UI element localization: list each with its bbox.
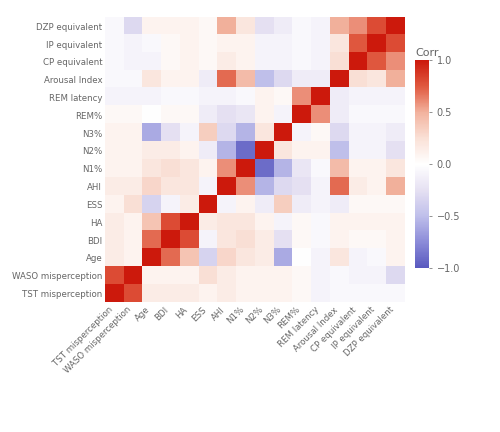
Text: Corr: Corr	[415, 48, 438, 58]
